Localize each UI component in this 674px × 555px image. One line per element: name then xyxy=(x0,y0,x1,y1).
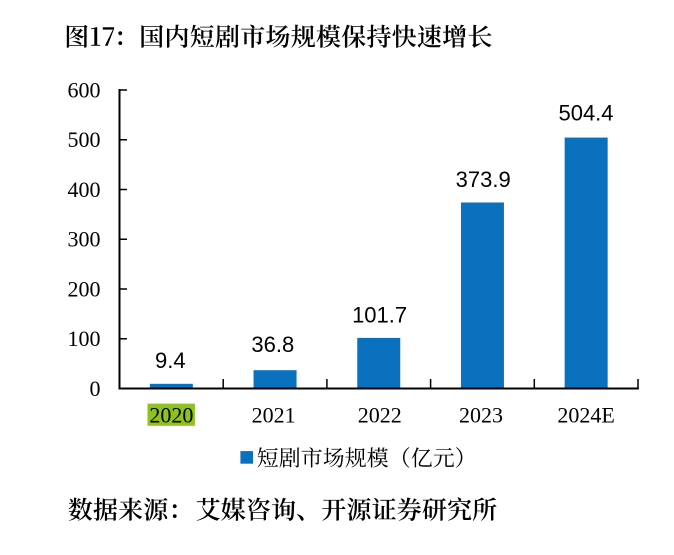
svg-text:2022: 2022 xyxy=(358,403,402,428)
svg-text:100: 100 xyxy=(68,326,101,351)
svg-text:2021: 2021 xyxy=(252,403,296,428)
svg-text:9.4: 9.4 xyxy=(155,348,186,373)
svg-text:400: 400 xyxy=(68,177,101,202)
svg-text:300: 300 xyxy=(68,227,101,252)
svg-text:2020: 2020 xyxy=(149,403,193,428)
svg-text:0: 0 xyxy=(90,376,101,401)
svg-text:600: 600 xyxy=(68,77,101,102)
svg-text:2023: 2023 xyxy=(459,403,503,428)
svg-text:500: 500 xyxy=(68,127,101,152)
svg-text:200: 200 xyxy=(68,276,101,301)
svg-text:101.7: 101.7 xyxy=(352,303,407,328)
svg-text:504.4: 504.4 xyxy=(558,101,613,126)
svg-text:36.8: 36.8 xyxy=(251,332,294,357)
svg-text:2024E: 2024E xyxy=(557,403,614,428)
svg-text:373.9: 373.9 xyxy=(456,167,511,192)
